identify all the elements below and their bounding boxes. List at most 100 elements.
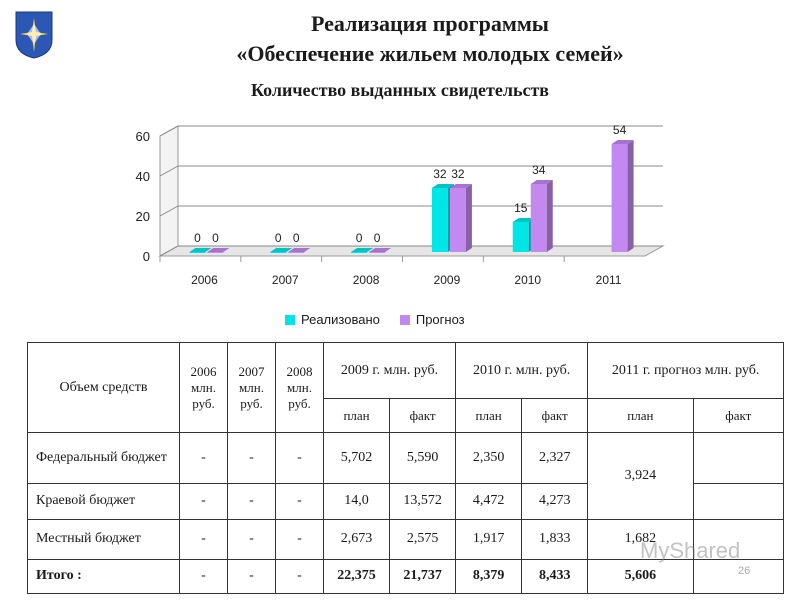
bar-side-forecast-2009 bbox=[465, 184, 472, 252]
cell-plan-2010: 2,350 bbox=[455, 432, 523, 484]
y-tick-label: 0 bbox=[143, 249, 150, 264]
bar-top-realized-2010 bbox=[512, 218, 535, 222]
cell-fact-2009: 21,737 bbox=[389, 558, 457, 595]
bar-top-realized-2006 bbox=[189, 248, 212, 252]
bar-forecast-2008 bbox=[369, 252, 386, 253]
bar-forecast-2009 bbox=[449, 188, 466, 252]
bar-top-forecast-2007 bbox=[288, 248, 311, 252]
cell-plan-2009: 14,0 bbox=[322, 482, 391, 520]
x-tick-label: 2007 bbox=[272, 273, 299, 287]
header-volume: Объем средств bbox=[27, 341, 180, 434]
legend-swatch-forecast bbox=[399, 314, 410, 325]
cell-2007: - bbox=[227, 432, 276, 484]
header-fact-2010: факт bbox=[521, 398, 589, 434]
cell-2008: - bbox=[275, 482, 324, 520]
data-label: 32 bbox=[451, 167, 465, 181]
data-label: 0 bbox=[374, 231, 381, 245]
cell-2006: - bbox=[179, 518, 228, 560]
cell-plan-2009: 5,702 bbox=[322, 432, 391, 484]
cell-fact-2010: 4,273 bbox=[521, 482, 589, 520]
chart-subtitle: Количество выданных свидетельств bbox=[250, 80, 550, 100]
row-label-total: Итого : bbox=[27, 558, 180, 595]
data-label: 32 bbox=[433, 167, 447, 181]
cell-2007: - bbox=[227, 518, 276, 560]
legend-label-realized: Реализовано bbox=[301, 312, 380, 327]
bar-top-forecast-2010 bbox=[530, 180, 553, 184]
cell-fact-2009: 5,590 bbox=[389, 432, 457, 484]
cell-fact-2010: 8,433 bbox=[521, 558, 589, 595]
bar-realized-2010 bbox=[512, 222, 529, 252]
table-row-total: Итого : - - - 22,375 21,737 8,379 8,433 … bbox=[27, 558, 785, 595]
gridline-side bbox=[159, 125, 179, 137]
cell-plan-2010: 1,917 bbox=[455, 518, 523, 560]
legend-label-forecast: Прогноз bbox=[415, 312, 465, 327]
cell-2006: - bbox=[179, 432, 228, 484]
cell-plan-2009: 2,673 bbox=[322, 518, 391, 560]
bar-realized-2006 bbox=[189, 252, 206, 253]
cell-fact-2011 bbox=[692, 482, 785, 520]
x-tick-label: 2009 bbox=[434, 273, 461, 287]
header-plan-2011: план bbox=[587, 398, 694, 434]
header-fact-2009: факт bbox=[389, 398, 457, 434]
cell-fact-2009: 13,572 bbox=[389, 482, 457, 520]
bar-side-forecast-2010 bbox=[546, 180, 553, 252]
page-title-line2: «Обеспечение жильем молодых семей» bbox=[236, 41, 624, 66]
data-label: 0 bbox=[356, 231, 363, 245]
header-2010: 2010 г. млн. руб. bbox=[455, 341, 589, 400]
header-2007: 2007 млн. руб. bbox=[227, 341, 276, 434]
table-row: Краевой бюджет - - - 14,0 13,572 4,472 4… bbox=[27, 482, 785, 520]
bar-realized-2008 bbox=[351, 252, 368, 253]
cell-2007: - bbox=[227, 558, 276, 595]
bar-top-realized-2007 bbox=[270, 248, 293, 252]
header-fact-2011: факт bbox=[692, 398, 785, 434]
gridline-side bbox=[159, 205, 179, 217]
row-label: Местный бюджет bbox=[27, 518, 180, 560]
y-tick-label: 20 bbox=[136, 209, 150, 224]
row-label: Федеральный бюджет bbox=[27, 432, 180, 484]
header-plan-2009: план bbox=[322, 398, 391, 434]
cell-fact-2011 bbox=[692, 558, 785, 595]
cell-fact-2009: 2,575 bbox=[389, 518, 457, 560]
cell-plan-2009: 22,375 bbox=[322, 558, 391, 595]
x-tick-label: 2008 bbox=[353, 273, 380, 287]
bar-realized-2009 bbox=[431, 188, 448, 252]
budget-table: Объем средств 2006 млн. руб. 2007 млн. р… bbox=[27, 341, 785, 595]
bar-top-forecast-2011 bbox=[611, 140, 634, 144]
cell-plan-2010: 4,472 bbox=[455, 482, 523, 520]
watermark-text: MyShared bbox=[640, 538, 741, 563]
cell-fact-2010: 1,833 bbox=[521, 518, 589, 560]
cell-2008: - bbox=[275, 518, 324, 560]
table-row: Федеральный бюджет - - - 5,702 5,590 2,3… bbox=[27, 432, 785, 520]
cell-2006: - bbox=[179, 558, 228, 595]
chart-side-wall bbox=[159, 125, 179, 257]
cell-fact-2011 bbox=[692, 432, 785, 484]
gridline-side bbox=[159, 245, 179, 257]
cell-fact-2010: 2,327 bbox=[521, 432, 589, 484]
header-2009: 2009 г. млн. руб. bbox=[322, 341, 457, 400]
bar-forecast-2010 bbox=[530, 184, 547, 252]
cell-2006: - bbox=[179, 482, 228, 520]
data-label: 0 bbox=[194, 231, 201, 245]
data-label: 34 bbox=[532, 163, 546, 177]
legend-swatch-realized bbox=[285, 314, 295, 325]
cell-2007: - bbox=[227, 482, 276, 520]
cell-plan-2010: 8,379 bbox=[455, 558, 523, 595]
page-number: 26 bbox=[738, 565, 751, 577]
row-label: Краевой бюджет bbox=[27, 482, 180, 520]
header-plan-2010: план bbox=[455, 398, 523, 434]
bar-forecast-2011 bbox=[611, 144, 628, 252]
data-label: 0 bbox=[212, 231, 219, 245]
bar-top-realized-2009 bbox=[431, 184, 454, 188]
chart-legend: Реализовано Прогноз bbox=[285, 312, 465, 327]
chart-floor bbox=[158, 245, 665, 257]
data-label: 54 bbox=[613, 123, 627, 137]
bar-realized-2007 bbox=[270, 252, 287, 253]
header-2008: 2008 млн. руб. bbox=[275, 341, 324, 434]
cell-plan-2011: 1,682 bbox=[587, 518, 694, 560]
bar-forecast-2007 bbox=[288, 252, 305, 253]
cell-2008: - bbox=[275, 558, 324, 595]
y-tick-label: 40 bbox=[136, 169, 150, 184]
data-label: 15 bbox=[514, 201, 528, 215]
x-tick-label: 2006 bbox=[191, 273, 218, 287]
